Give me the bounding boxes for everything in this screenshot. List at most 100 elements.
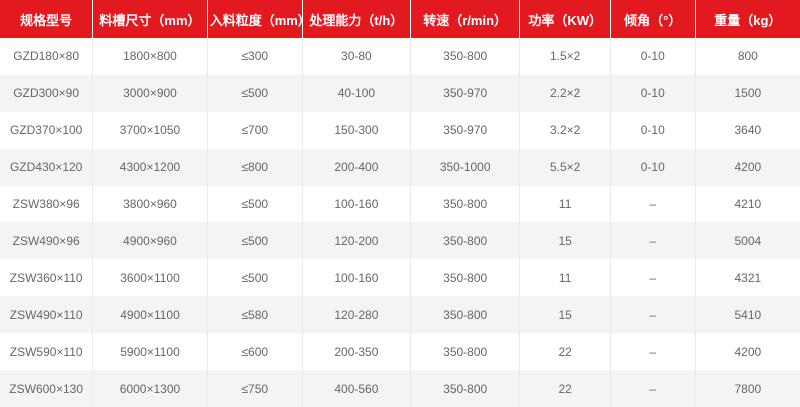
cell-angle: – — [609, 222, 696, 260]
table-row: ZSW490×96 4900×960 ≤500 120-200 350-800 … — [0, 222, 800, 260]
cell-weight: 7800 — [694, 370, 800, 407]
table-row: GZD370×100 3700×1050 ≤700 150-300 350-97… — [0, 111, 800, 149]
cell-angle: – — [609, 185, 696, 223]
cell-feed-size: ≤580 — [206, 296, 303, 334]
cell-weight: 800 — [694, 38, 800, 75]
header-power: 功率（KW） — [519, 0, 611, 38]
cell-power: 15 — [519, 296, 611, 334]
cell-feed-size: ≤500 — [206, 74, 303, 112]
cell-capacity: 400-560 — [301, 370, 411, 407]
cell-weight: 4200 — [694, 148, 800, 186]
cell-capacity: 40-100 — [301, 74, 411, 112]
table-body: GZD180×80 1800×800 ≤300 30-80 350-800 1.… — [0, 38, 800, 407]
header-angle: 倾角（°） — [609, 0, 696, 38]
cell-feed-size: ≤500 — [206, 185, 303, 223]
cell-trough-size: 4900×1100 — [92, 296, 208, 334]
cell-trough-size: 3000×900 — [92, 74, 208, 112]
cell-feed-size: ≤750 — [206, 370, 303, 407]
header-speed: 转速（r/min） — [409, 0, 520, 38]
cell-model: GZD430×120 — [0, 148, 93, 186]
cell-speed: 350-800 — [409, 185, 520, 223]
cell-weight: 3640 — [694, 111, 800, 149]
cell-power: 3.2×2 — [519, 111, 611, 149]
cell-model: ZSW490×110 — [0, 296, 93, 334]
header-weight: 重量（kg） — [694, 0, 800, 38]
cell-speed: 350-970 — [409, 111, 520, 149]
cell-power: 2.2×2 — [519, 74, 611, 112]
cell-capacity: 200-400 — [301, 148, 411, 186]
cell-model: ZSW360×110 — [0, 259, 93, 297]
cell-speed: 350-800 — [409, 370, 520, 407]
cell-trough-size: 3800×960 — [92, 185, 208, 223]
cell-power: 15 — [519, 222, 611, 260]
cell-feed-size: ≤700 — [206, 111, 303, 149]
cell-feed-size: ≤500 — [206, 259, 303, 297]
cell-weight: 4210 — [694, 185, 800, 223]
cell-angle: – — [609, 370, 696, 407]
cell-capacity: 120-280 — [301, 296, 411, 334]
cell-speed: 350-970 — [409, 74, 520, 112]
cell-power: 22 — [519, 370, 611, 407]
table-row: GZD180×80 1800×800 ≤300 30-80 350-800 1.… — [0, 38, 800, 75]
cell-speed: 350-800 — [409, 333, 520, 371]
cell-angle: 0-10 — [609, 38, 696, 75]
cell-power: 22 — [519, 333, 611, 371]
cell-speed: 350-800 — [409, 222, 520, 260]
cell-capacity: 200-350 — [301, 333, 411, 371]
cell-power: 11 — [519, 185, 611, 223]
cell-speed: 350-800 — [409, 259, 520, 297]
cell-weight: 5410 — [694, 296, 800, 334]
cell-angle: 0-10 — [609, 148, 696, 186]
cell-capacity: 120-200 — [301, 222, 411, 260]
cell-model: ZSW380×96 — [0, 185, 93, 223]
header-capacity: 处理能力（t/h） — [301, 0, 411, 38]
cell-feed-size: ≤600 — [206, 333, 303, 371]
cell-trough-size: 3600×1100 — [92, 259, 208, 297]
cell-power: 1.5×2 — [519, 38, 611, 75]
cell-feed-size: ≤300 — [206, 38, 303, 75]
cell-feed-size: ≤800 — [206, 148, 303, 186]
table-row: ZSW490×110 4900×1100 ≤580 120-280 350-80… — [0, 296, 800, 334]
table-header: 规格型号 料槽尺寸（mm） 入料粒度（mm） 处理能力（t/h） 转速（r/mi… — [0, 0, 800, 38]
cell-model: ZSW590×110 — [0, 333, 93, 371]
cell-angle: 0-10 — [609, 111, 696, 149]
table-row: ZSW590×110 5900×1100 ≤600 200-350 350-80… — [0, 333, 800, 371]
cell-weight: 1500 — [694, 74, 800, 112]
header-trough-size: 料槽尺寸（mm） — [92, 0, 208, 38]
header-feed-size: 入料粒度（mm） — [206, 0, 303, 38]
cell-trough-size: 5900×1100 — [92, 333, 208, 371]
cell-weight: 5004 — [694, 222, 800, 260]
cell-angle: 0-10 — [609, 74, 696, 112]
cell-capacity: 150-300 — [301, 111, 411, 149]
cell-capacity: 100-160 — [301, 185, 411, 223]
cell-trough-size: 4900×960 — [92, 222, 208, 260]
table-row: GZD300×90 3000×900 ≤500 40-100 350-970 2… — [0, 74, 800, 112]
cell-model: ZSW600×130 — [0, 370, 93, 407]
cell-speed: 350-800 — [409, 296, 520, 334]
header-model: 规格型号 — [0, 0, 93, 38]
cell-weight: 4200 — [694, 333, 800, 371]
cell-model: GZD300×90 — [0, 74, 93, 112]
header-row: 规格型号 料槽尺寸（mm） 入料粒度（mm） 处理能力（t/h） 转速（r/mi… — [0, 0, 800, 38]
cell-power: 5.5×2 — [519, 148, 611, 186]
cell-trough-size: 6000×1300 — [92, 370, 208, 407]
cell-weight: 4321 — [694, 259, 800, 297]
cell-model: GZD180×80 — [0, 38, 93, 75]
cell-feed-size: ≤500 — [206, 222, 303, 260]
cell-capacity: 30-80 — [301, 38, 411, 75]
cell-power: 11 — [519, 259, 611, 297]
table-row: GZD430×120 4300×1200 ≤800 200-400 350-10… — [0, 148, 800, 186]
cell-angle: – — [609, 333, 696, 371]
cell-trough-size: 1800×800 — [92, 38, 208, 75]
cell-capacity: 100-160 — [301, 259, 411, 297]
cell-model: GZD370×100 — [0, 111, 93, 149]
table-row: ZSW360×110 3600×1100 ≤500 100-160 350-80… — [0, 259, 800, 297]
table-row: ZSW600×130 6000×1300 ≤750 400-560 350-80… — [0, 370, 800, 407]
cell-angle: – — [609, 296, 696, 334]
table-row: ZSW380×96 3800×960 ≤500 100-160 350-800 … — [0, 185, 800, 223]
cell-speed: 350-1000 — [409, 148, 520, 186]
cell-trough-size: 3700×1050 — [92, 111, 208, 149]
cell-model: ZSW490×96 — [0, 222, 93, 260]
cell-angle: – — [609, 259, 696, 297]
